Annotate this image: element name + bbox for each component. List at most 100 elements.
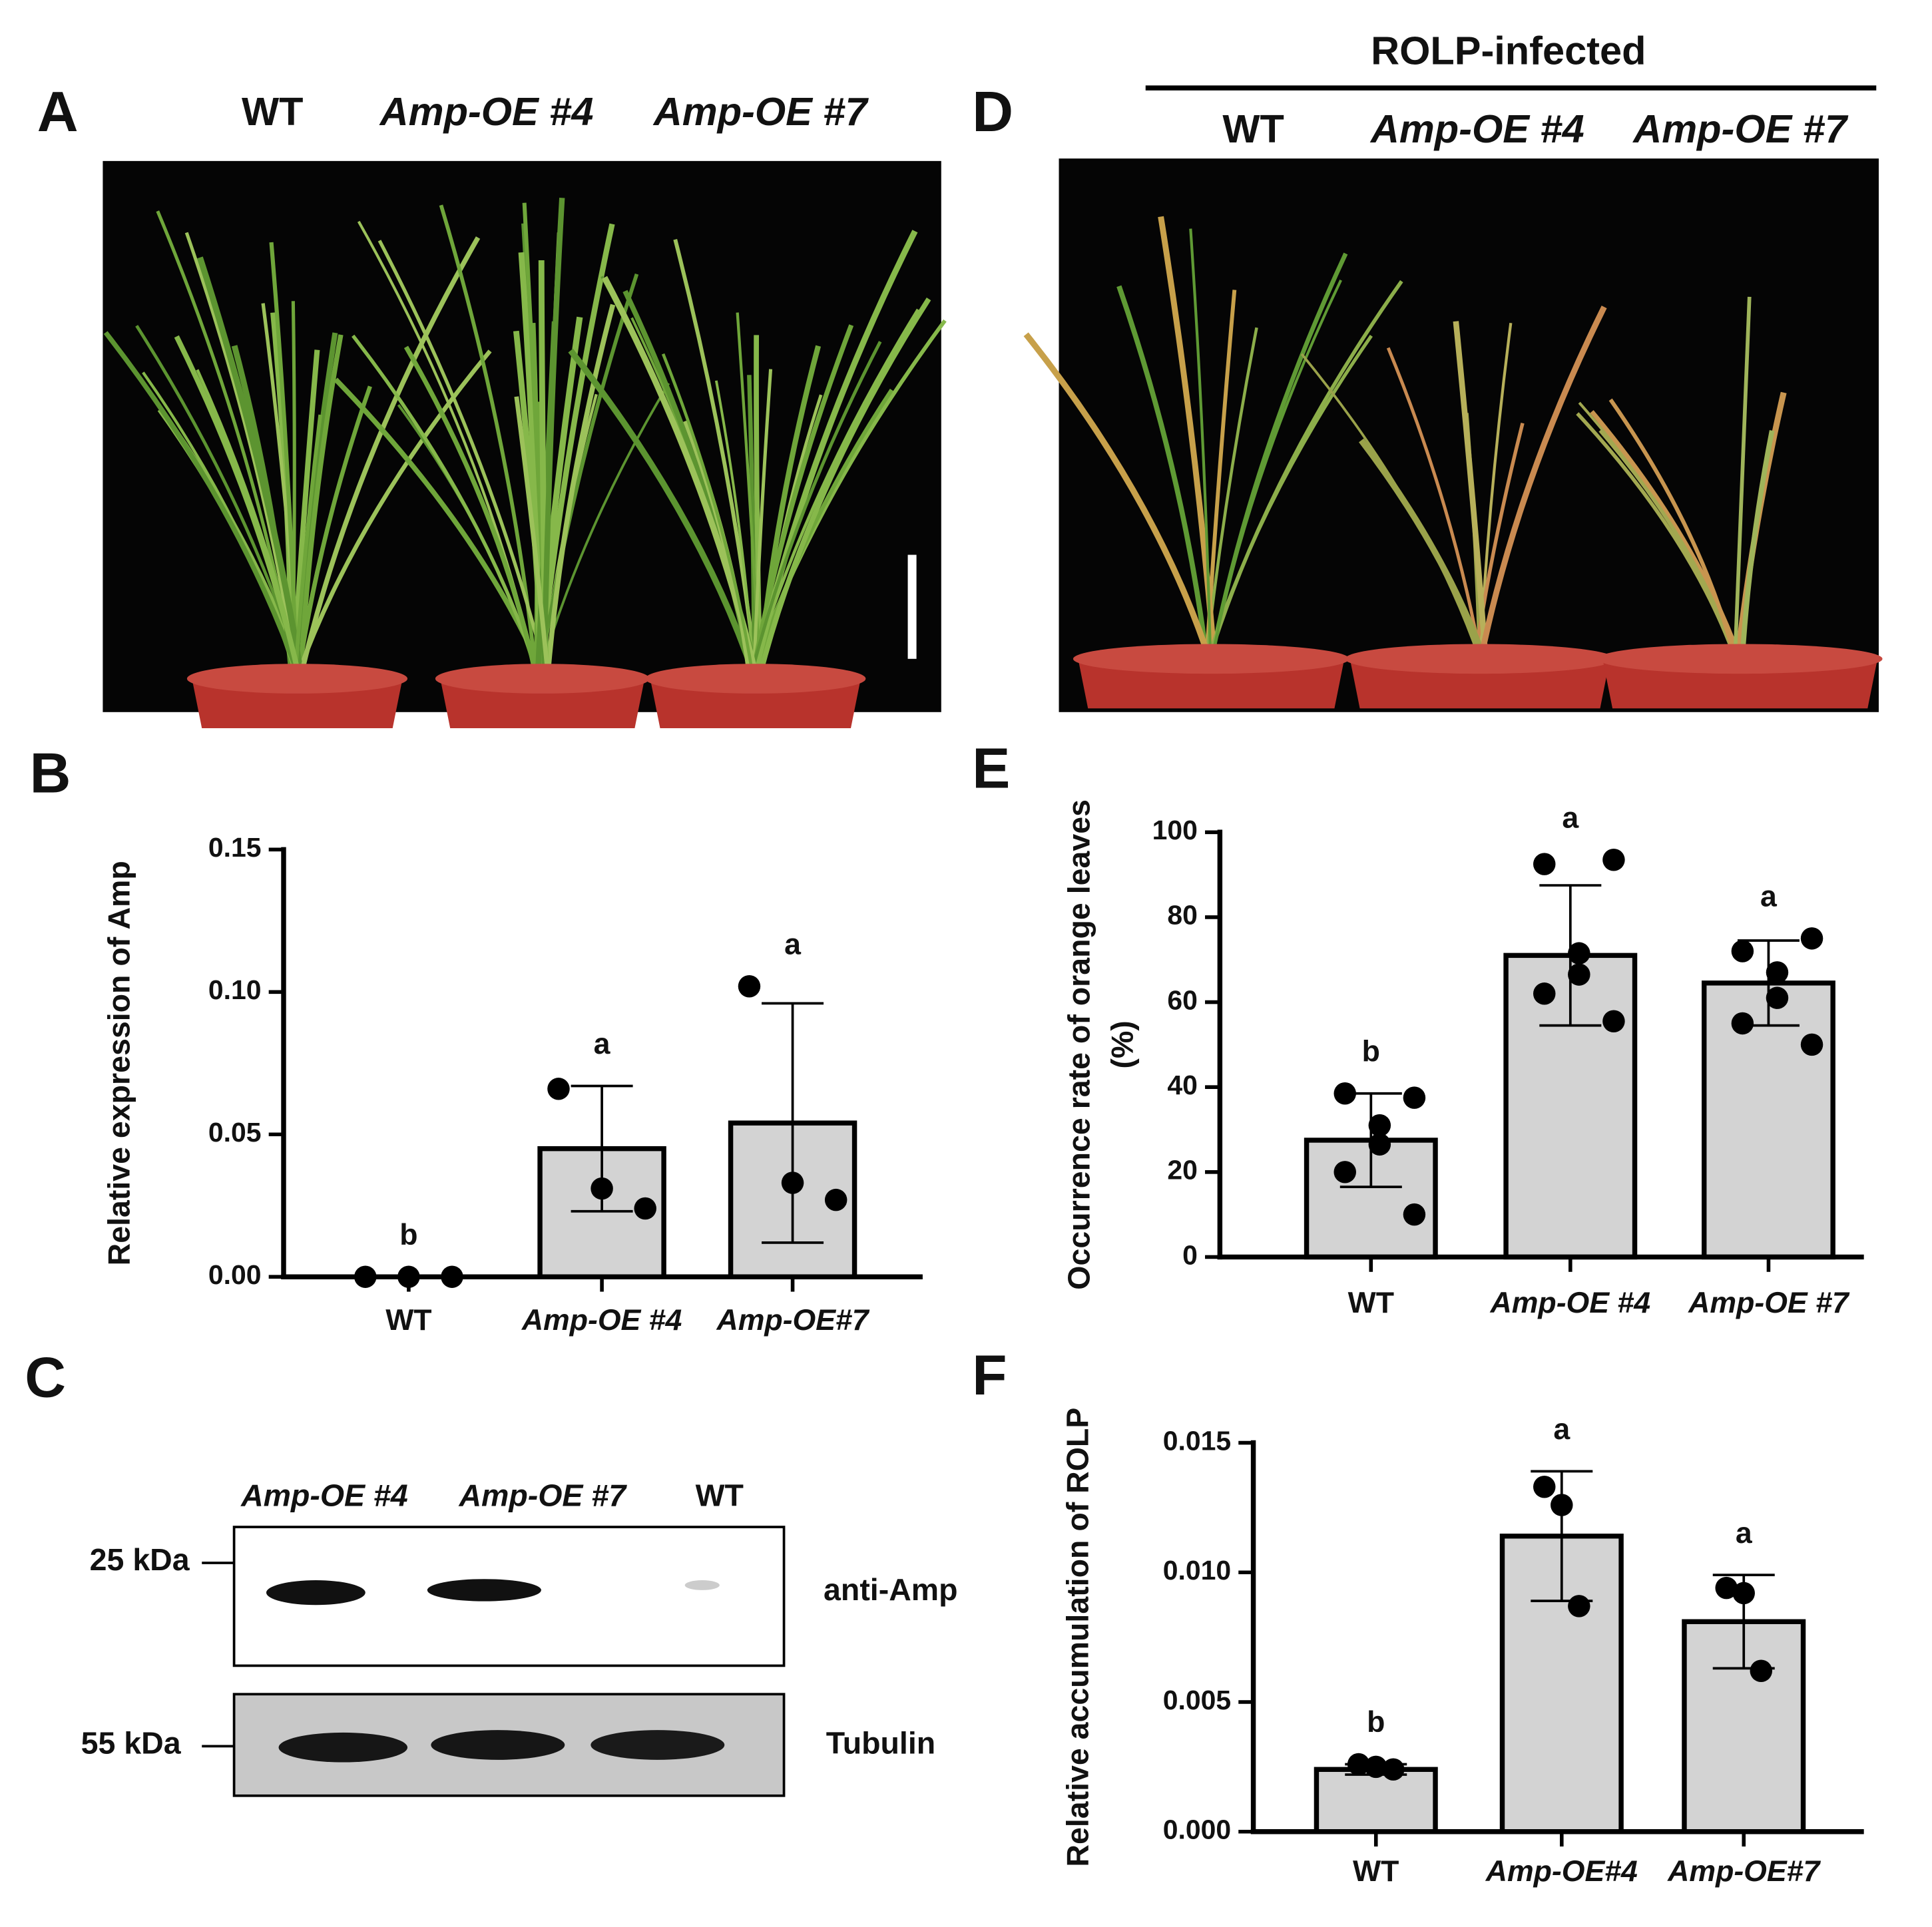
data-point (1800, 927, 1823, 950)
x-tick-label: Amp-OE#7 (1667, 1855, 1821, 1888)
band (266, 1580, 365, 1606)
leaf (377, 240, 549, 680)
x-tick-label: WT (1348, 1287, 1394, 1319)
significance-letter: a (1553, 1413, 1570, 1446)
leaf (1386, 347, 1483, 660)
band (427, 1579, 541, 1602)
data-point (1333, 1082, 1356, 1105)
data-point (824, 1188, 847, 1211)
y-tick-label: 0.010 (1163, 1555, 1231, 1586)
pot-rim (1073, 644, 1349, 674)
data-point (634, 1197, 656, 1220)
photo-title: ROLP-infected (1371, 29, 1646, 73)
data-point (1533, 982, 1556, 1005)
band (684, 1580, 720, 1590)
leaf (541, 198, 565, 679)
significance-letter: b (1362, 1035, 1380, 1068)
photo-label: Amp-OE #7 (652, 89, 869, 134)
data-point (1568, 963, 1590, 986)
leaf (537, 273, 639, 680)
leaf (736, 312, 762, 679)
row-label: Tubulin (826, 1726, 935, 1761)
band (278, 1732, 408, 1763)
leaf (1740, 430, 1775, 660)
x-tick-label: Amp-OE #7 (1688, 1287, 1850, 1319)
lane-label: WT (696, 1478, 744, 1512)
significance-letter: a (1562, 801, 1579, 834)
panel-label: E (972, 737, 1010, 800)
panel-label: D (972, 81, 1013, 144)
pot-rim (186, 664, 408, 694)
data-point (781, 1172, 804, 1194)
data-point (1533, 853, 1556, 875)
y-axis-label: Relative accumulation of ROLP (1060, 1408, 1094, 1867)
y-axis-label: Relative expression of Amp (102, 861, 136, 1265)
leaf (174, 335, 302, 680)
panel-label: C (25, 1347, 66, 1410)
significance-letter: b (399, 1219, 417, 1251)
x-tick-label: WT (1353, 1855, 1399, 1888)
leaf (1477, 306, 1607, 660)
y-tick-label: 0.015 (1163, 1425, 1231, 1456)
lane-label: Amp-OE #4 (240, 1478, 408, 1512)
data-point (1533, 1475, 1556, 1498)
pot-rim (435, 664, 650, 694)
x-tick-label: Amp-OE #4 (1490, 1287, 1651, 1319)
leaf (545, 304, 616, 679)
data-point (1766, 961, 1789, 984)
x-tick-label: Amp-OE#4 (1485, 1855, 1638, 1888)
data-point (1551, 1494, 1573, 1516)
panel-label: B (30, 742, 71, 805)
plants (103, 198, 947, 728)
data-point (1368, 1133, 1391, 1156)
leaf (298, 334, 344, 679)
plants (1023, 216, 1883, 709)
leaf (1453, 321, 1489, 660)
leaf (568, 348, 758, 680)
leaf (1608, 398, 1738, 660)
leaf (714, 380, 756, 679)
leaf (103, 331, 302, 680)
y-tick-label: 0 (1182, 1239, 1198, 1270)
y-tick-label: 0.000 (1163, 1815, 1231, 1845)
leaf (403, 345, 539, 680)
x-tick-label: Amp-OE#7 (716, 1304, 870, 1337)
y-tick-label: 40 (1167, 1070, 1198, 1100)
marker-label: 25 kDa (90, 1542, 190, 1577)
y-tick-label: 20 (1167, 1155, 1198, 1185)
data-point (1403, 1086, 1426, 1109)
leaf (1358, 438, 1487, 660)
y-tick-label: 0.005 (1163, 1685, 1231, 1715)
leaf (1116, 285, 1210, 660)
significance-letter: a (1736, 1517, 1753, 1550)
significance-letter: b (1367, 1706, 1385, 1739)
leaf (293, 414, 322, 679)
data-point (1731, 940, 1754, 963)
band (591, 1730, 725, 1760)
pot-rim (1597, 644, 1883, 674)
data-point (591, 1177, 613, 1200)
y-tick-label: 0.00 (208, 1259, 262, 1290)
data-point (1568, 942, 1590, 964)
data-point (1602, 849, 1625, 871)
significance-letter: a (1760, 880, 1778, 913)
marker-label: 55 kDa (81, 1726, 182, 1761)
leaf (269, 242, 299, 679)
leaf (748, 341, 882, 680)
leaf (197, 256, 305, 680)
leaf (298, 236, 481, 680)
significance-letter: a (784, 928, 802, 961)
y-tick-label: 0.15 (208, 832, 262, 863)
pot-rim (645, 664, 866, 694)
photo-label: WT (242, 89, 304, 134)
pot-rim (1345, 644, 1615, 674)
data-point (1800, 1033, 1823, 1056)
y-tick-label: 0.10 (208, 974, 262, 1005)
significance-letter: a (594, 1028, 611, 1060)
y-axis-label: (%) (1104, 1020, 1139, 1068)
leaf (1473, 423, 1525, 660)
data-point (738, 974, 761, 998)
band (431, 1730, 565, 1760)
lane-label: Amp-OE #7 (458, 1478, 627, 1512)
leaf (1206, 335, 1373, 660)
